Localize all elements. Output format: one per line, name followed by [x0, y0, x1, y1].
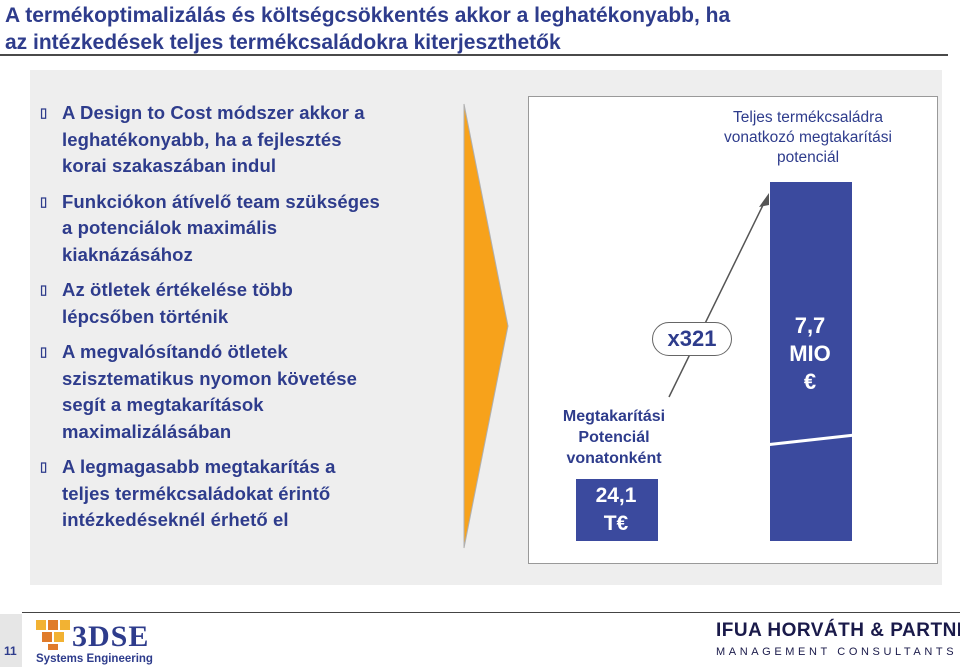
3dse-logo-mark-icon — [36, 620, 70, 650]
bullet-line: maximalizálásában — [62, 420, 232, 442]
bullet-line: segít a megtakarítások — [62, 394, 264, 415]
page-title: A termékoptimalizálás és költségcsökkent… — [5, 2, 905, 56]
bullet-line: Az ötletek értékelése több — [62, 279, 293, 300]
small-bar-value-line: 24,1 — [595, 484, 637, 507]
footer-divider — [22, 612, 960, 613]
bullet-item: ▯ A megvalósítandó ötletek szisztematikus … — [40, 339, 440, 445]
growth-arrowhead-icon — [759, 193, 769, 207]
bullet-line: korai szakaszában indul — [62, 155, 277, 176]
bullet-line: A legmagasabb megtakarítás a — [62, 456, 336, 477]
bullet-line: leghatékonyabb, ha a fejlesztés — [62, 128, 342, 150]
3dse-logo: 3DSE Systems Engineering — [36, 620, 153, 665]
multiplier-badge: x321 — [652, 322, 732, 356]
bullet-line: A megvalósítandó ötletek — [62, 341, 288, 362]
bullet-line: A Design to Cost módszer akkor a — [62, 102, 365, 123]
bullet-marker-icon: ▯ — [40, 459, 48, 474]
bullet-list: ▯ A Design to Cost módszer akkor a leghaté… — [40, 100, 440, 543]
bullet-line: intézkedéseknél érhető el — [62, 509, 289, 530]
small-bar-label-line: Megtakarítási — [562, 408, 666, 425]
big-bar-value-line: € — [803, 369, 817, 394]
bullet-line: lépcsőben történik — [62, 305, 229, 327]
big-bar-label-line: Teljes termékcsaládra — [733, 109, 883, 126]
big-savings-bar — [770, 182, 852, 541]
page-number: 11 — [4, 644, 17, 658]
bullet-marker-icon: ▯ — [40, 282, 48, 297]
big-bar-label-line: potenciál — [776, 149, 840, 166]
growth-arrow-line — [668, 200, 766, 398]
bullet-line: kiaknázásához — [62, 243, 193, 265]
bullet-item: ▯ A Design to Cost módszer akkor a leghaté… — [40, 100, 440, 180]
ifua-logo-line-2: MANAGEMENT CONSULTANTS — [716, 646, 958, 658]
small-savings-bar — [576, 479, 658, 541]
big-bar-label-line: vonatkozó megtakarítási — [723, 129, 892, 146]
savings-figure — [528, 96, 938, 564]
big-bar-value: 7,7 MIO € — [770, 312, 850, 396]
3dse-logo-subtitle: Systems Engineering — [36, 653, 153, 665]
bullet-marker-icon: ▯ — [40, 193, 48, 209]
title-divider — [0, 54, 948, 56]
big-bar-label: Teljes termékcsaládra vonatkozó megtakar… — [680, 108, 936, 168]
bullet-marker-icon: ▯ — [40, 344, 48, 359]
ifua-logo-line-1: IFUA HORVÁTH & PARTNERS — [716, 620, 960, 641]
chevron-arrow-icon — [463, 103, 509, 549]
small-bar-value-line: T€ — [603, 512, 629, 535]
big-bar-value-line: 7,7 — [794, 313, 826, 338]
bullet-line: teljes termékcsaládokat érintő — [62, 482, 331, 504]
3dse-logo-brand: 3DSE — [72, 620, 150, 653]
page-title-line-1: A termékoptimalizálás és költségcsökkent… — [5, 4, 731, 27]
small-bar-label-line: Potenciál — [578, 429, 650, 446]
ifua-horvath-logo: IFUA HORVÁTH & PARTNERS MANAGEMENT CONSU… — [716, 620, 960, 660]
big-bar-value-line: MIO — [789, 341, 831, 366]
bullet-line: Funkciókon átívelő team szükséges — [62, 190, 380, 212]
small-bar-label: Megtakarítási Potenciál vonatonként — [536, 406, 692, 469]
page-number-tab: 11 — [0, 614, 22, 667]
small-bar-label-line: vonatonként — [566, 450, 662, 467]
bullet-item: ▯ Az ötletek értékelése több lépcsőben tör… — [40, 277, 440, 330]
bullet-marker-icon: ▯ — [40, 105, 48, 120]
bullet-item: ▯ A legmagasabb megtakarítás a teljes term… — [40, 454, 440, 534]
bullet-line: a potenciálok maximális — [62, 217, 278, 238]
small-bar-value: 24,1 T€ — [576, 482, 656, 538]
bullet-item: ▯ Funkciókon átívelő team szükséges a pote… — [40, 189, 440, 269]
bar-break-mark — [764, 431, 874, 447]
page-title-line-2: az intézkedések teljes termékcsaládokra … — [5, 31, 561, 54]
bullet-line: szisztematikus nyomon követése — [62, 367, 357, 389]
